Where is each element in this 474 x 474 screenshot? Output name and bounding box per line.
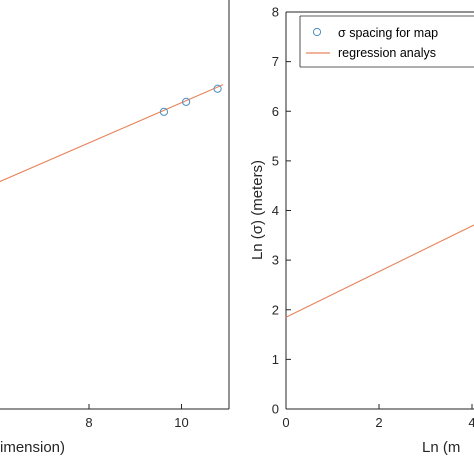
- right-y-tick-label: 7: [272, 54, 279, 69]
- legend-entry-2-label: regression analys: [338, 46, 436, 60]
- right-regression-line: [285, 224, 474, 318]
- right-y-tick-label: 4: [272, 203, 279, 218]
- left-data-point: [213, 84, 222, 93]
- right-y-tick-label: 6: [272, 104, 279, 119]
- left-x-ticks: 8 10: [85, 404, 189, 430]
- right-x-ticks: 0 2 4: [282, 404, 474, 430]
- right-y-axis-label: Ln (σ) (meters): [249, 160, 266, 260]
- right-y-tick-label: 8: [272, 5, 279, 20]
- left-x-axis-label: imension): [0, 439, 65, 456]
- legend-entry-1-label: σ spacing for map: [338, 26, 438, 40]
- left-regression-line: [0, 84, 224, 183]
- right-y-tick-label: 2: [272, 302, 279, 317]
- right-y-tick-label: 5: [272, 153, 279, 168]
- left-x-tick-label: 8: [85, 415, 92, 430]
- right-y-tick-label: 0: [272, 402, 279, 417]
- left-series-group: [0, 84, 224, 183]
- right-y-tick-label: 3: [272, 253, 279, 268]
- right-y-tick-label: 1: [272, 352, 279, 367]
- right-panel: 0 1 2 3 4 5 6 7 8 0 2 4 Ln (σ) (meters) Ln (m σ sp…: [249, 5, 474, 456]
- right-y-ticks: 0 1 2 3 4 5 6 7 8: [272, 5, 291, 417]
- right-x-axis-label: Ln (m: [422, 439, 460, 456]
- right-x-tick-label: 0: [282, 415, 289, 430]
- left-panel: 8 10 imension): [0, 0, 230, 456]
- left-data-point: [182, 97, 191, 106]
- right-series-group: [285, 224, 474, 318]
- left-x-tick-label: 10: [174, 415, 188, 430]
- legend-circle-marker-icon: [312, 27, 322, 37]
- legend: σ spacing for map regression analys: [299, 15, 474, 68]
- right-x-tick-label: 4: [468, 415, 474, 430]
- right-x-tick-label: 2: [375, 415, 382, 430]
- left-data-point: [159, 107, 169, 116]
